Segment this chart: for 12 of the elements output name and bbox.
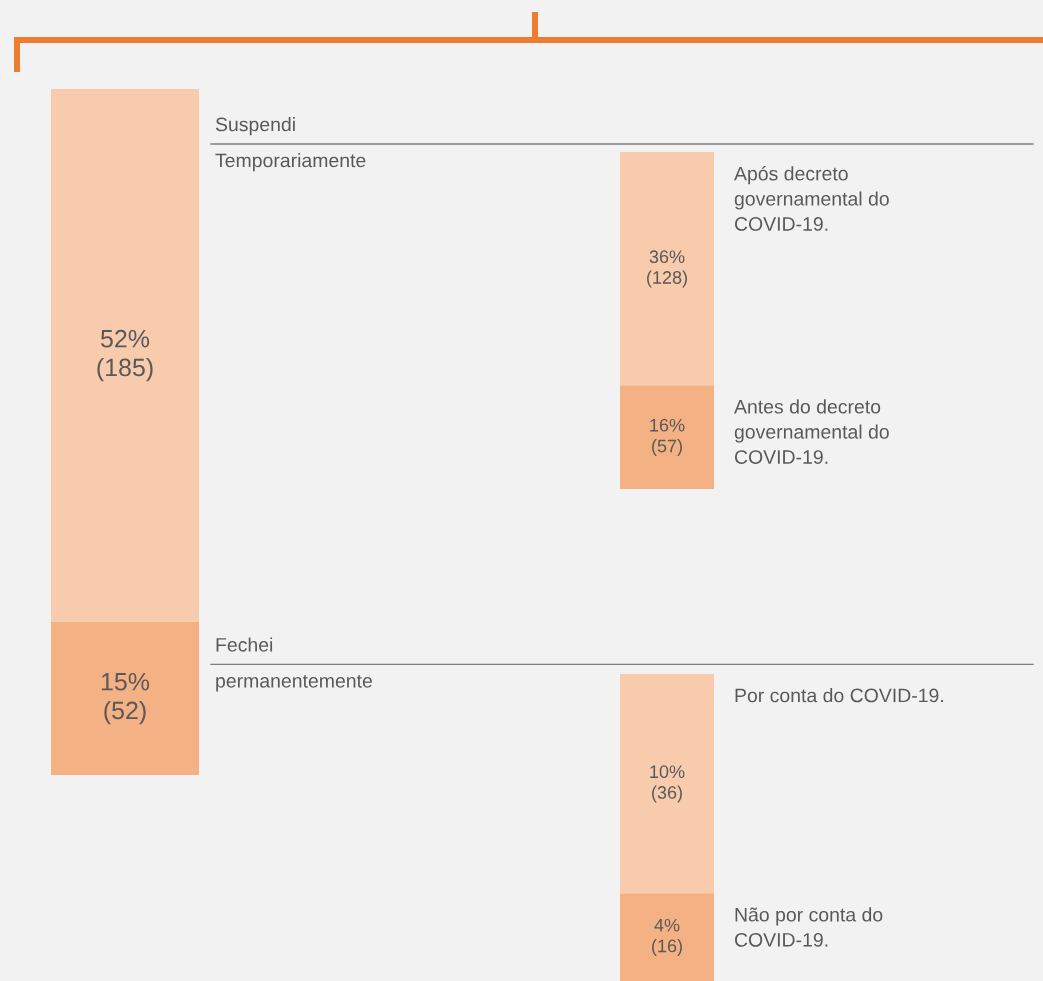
- series-label: Não por conta do COVID-19.: [734, 907, 883, 947]
- series-label: Suspendi Temporariamente: [215, 117, 366, 172]
- series-label: Por conta do COVID-19.: [735, 688, 943, 703]
- series-label: Após decreto governamental do COVID-19.: [734, 166, 889, 231]
- data-label: 10% (36): [650, 765, 685, 803]
- data-label: 36% (128): [647, 250, 687, 288]
- data-label: 4% (16): [652, 918, 682, 956]
- data-label: 52% (185): [97, 329, 153, 382]
- series-label: Antes do decreto governamental do COVID-19.: [734, 399, 889, 464]
- series-label: Fechei permanentemente: [216, 637, 372, 692]
- data-label: 15% (52): [101, 672, 150, 725]
- data-label: 16% (57): [650, 418, 685, 456]
